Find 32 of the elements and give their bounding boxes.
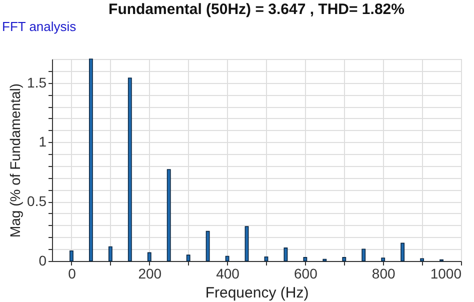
x-tick-label: 0 — [68, 266, 76, 282]
x-tick-label: 200 — [138, 266, 162, 282]
y-tick-label: 0.5 — [27, 193, 47, 210]
bar — [206, 230, 210, 262]
bar — [128, 78, 132, 262]
x-tick-label: 400 — [216, 266, 240, 282]
bar — [225, 256, 230, 262]
text: FFT analysis — [2, 19, 77, 34]
x-axis-title: Frequency (Hz) — [205, 284, 309, 302]
bar — [108, 246, 112, 262]
bar — [400, 242, 405, 262]
bar — [264, 256, 268, 262]
y-tick-label: 1.5 — [27, 74, 47, 90]
bar — [303, 257, 308, 262]
bar — [166, 169, 171, 262]
bar — [88, 58, 93, 262]
bar — [186, 254, 190, 262]
bar — [244, 226, 249, 262]
y-tick-label: 1 — [38, 134, 47, 150]
bar — [381, 258, 386, 262]
chart-title: Fundamental (50Hz) = 3.647 , THD= 1.82% — [108, 1, 404, 18]
y-axis-title: Mag (% of Fundamental) — [7, 83, 24, 238]
bar — [420, 258, 424, 262]
x-tick-label: 1000 — [430, 266, 462, 282]
bar — [362, 248, 366, 262]
x-tick-label: 600 — [294, 266, 318, 282]
bar — [70, 250, 74, 262]
bar — [284, 248, 288, 262]
y-tick-label: 0 — [38, 252, 47, 268]
x-tick-label: 800 — [372, 266, 396, 282]
bar — [342, 257, 346, 262]
bar — [147, 252, 152, 262]
